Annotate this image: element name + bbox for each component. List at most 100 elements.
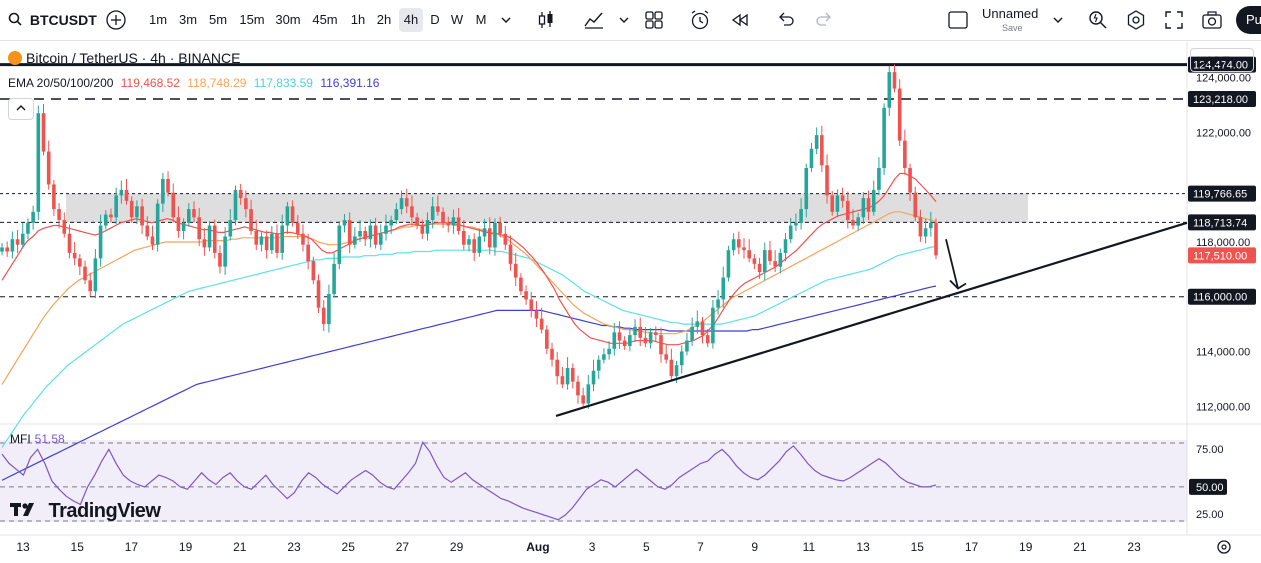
candle-body (685, 340, 689, 352)
interval-week[interactable]: W (450, 12, 464, 27)
candle-body (290, 206, 295, 223)
tradingview-logo[interactable]: TradingView (10, 500, 161, 523)
publish-button[interactable]: Pu (1236, 6, 1261, 34)
candle-body (887, 72, 892, 108)
interval-5m[interactable]: 5m (208, 12, 228, 27)
mfi-tick-label: 25.00 (1196, 509, 1224, 521)
candle-body (866, 198, 871, 212)
collapse-legend-button[interactable] (8, 98, 34, 120)
undo-icon[interactable] (774, 8, 798, 32)
candle-body (648, 332, 653, 344)
quick-search-icon[interactable] (1086, 8, 1110, 32)
interval-month[interactable]: M (475, 12, 487, 27)
layout-save-label[interactable]: Save (1002, 23, 1023, 33)
candle-body (301, 233, 305, 245)
ema200-line (1, 285, 937, 481)
time-tick-label: 19 (1019, 540, 1033, 554)
currency-select[interactable]: USDT (1190, 48, 1254, 72)
candle-body (659, 335, 663, 355)
candle-body (140, 206, 144, 226)
candle-body (332, 263, 336, 294)
camera-snapshot-icon[interactable] (1200, 8, 1224, 32)
candle-body (581, 395, 585, 404)
candle-body (508, 244, 513, 264)
price-tag: 118,713.74 (1188, 214, 1256, 231)
candle-body (809, 148, 814, 168)
candle-body (908, 168, 912, 193)
candle-body (270, 233, 274, 251)
candle-body (565, 367, 570, 385)
candle-body (752, 258, 757, 264)
candle-body (778, 252, 783, 267)
chevron-down-icon[interactable] (612, 8, 636, 32)
redo-icon[interactable] (812, 8, 836, 32)
candle-body (306, 244, 310, 262)
interval-45m[interactable]: 45m (312, 12, 338, 27)
interval-day[interactable]: D (430, 12, 440, 27)
candle-body (327, 294, 331, 325)
candle-body (72, 252, 77, 259)
interval-4h[interactable]: 4h (399, 8, 423, 32)
templates-grid-icon[interactable] (642, 8, 666, 32)
candle-body (534, 310, 539, 319)
ascending-trendline (555, 221, 1188, 417)
candle-body (259, 236, 264, 245)
chevron-down-icon[interactable] (494, 8, 518, 32)
symbol-search[interactable]: BTCUSDT (8, 8, 97, 32)
layout-square-icon[interactable] (946, 8, 970, 32)
interval-15m[interactable]: 15m (239, 12, 265, 27)
candle-body (353, 236, 357, 245)
candle-body (228, 220, 233, 237)
mfi-band (0, 440, 1187, 522)
candle-body (373, 225, 378, 245)
candle-body (721, 277, 726, 300)
candles-type-icon[interactable] (534, 8, 558, 32)
price-tag: 117,510.00 (1188, 247, 1256, 264)
layout-name[interactable]: Unnamed (982, 6, 1039, 21)
ema-legend[interactable]: EMA 20/50/100/200 119,468.52 118,748.29 … (8, 76, 383, 90)
candle-body (700, 321, 705, 336)
time-tick-label: 7 (697, 540, 704, 554)
price-tag: 116,000.00 (1188, 288, 1256, 305)
time-tick-label: Aug (526, 540, 549, 554)
settings-gear-icon[interactable] (1124, 8, 1148, 32)
candle-body (389, 220, 393, 226)
candle-body (503, 233, 508, 245)
candle-body (384, 225, 388, 234)
candle-body (607, 348, 611, 355)
candle-body (280, 225, 284, 253)
candle-body (394, 209, 399, 221)
candle-body (731, 239, 736, 251)
fullscreen-icon[interactable] (1162, 8, 1186, 32)
candle-body (295, 222, 300, 234)
time-tick-label: 15 (71, 540, 85, 554)
time-tick-label: 25 (342, 540, 356, 554)
price-tick-label: 124,000.00 (1196, 73, 1251, 85)
indicators-icon[interactable] (582, 8, 606, 32)
interval-3m[interactable]: 3m (178, 12, 198, 27)
price-tag-bg (1188, 288, 1256, 305)
candle-body (762, 250, 767, 273)
price-tick-label: 112,000.00 (1196, 401, 1250, 413)
candle-body (249, 209, 253, 231)
interval-1h[interactable]: 1h (350, 12, 366, 27)
mfi-mid-tag: 50.00 (1189, 478, 1227, 495)
candle-body (711, 307, 715, 344)
candle-body (410, 206, 414, 218)
compare-add-icon[interactable] (104, 8, 128, 32)
candle-body (57, 209, 61, 221)
alert-clock-icon[interactable] (688, 8, 712, 32)
candle-body (129, 200, 134, 218)
interval-2h[interactable]: 2h (376, 12, 392, 27)
candle-body (903, 140, 907, 168)
interval-1m[interactable]: 1m (148, 12, 168, 27)
price-tag-label: 117,510.00 (1193, 250, 1247, 262)
candle-body (119, 189, 124, 196)
replay-icon[interactable] (728, 8, 752, 32)
candle-body (404, 198, 409, 207)
top-toolbar: BTCUSDT 1m 3m 5m 15m 30m 45m 1h 2h 4h D … (0, 0, 1261, 41)
mfi-legend[interactable]: MFI 51.58 (10, 432, 65, 446)
chevron-down-icon[interactable] (1046, 8, 1070, 32)
interval-30m[interactable]: 30m (275, 12, 301, 27)
